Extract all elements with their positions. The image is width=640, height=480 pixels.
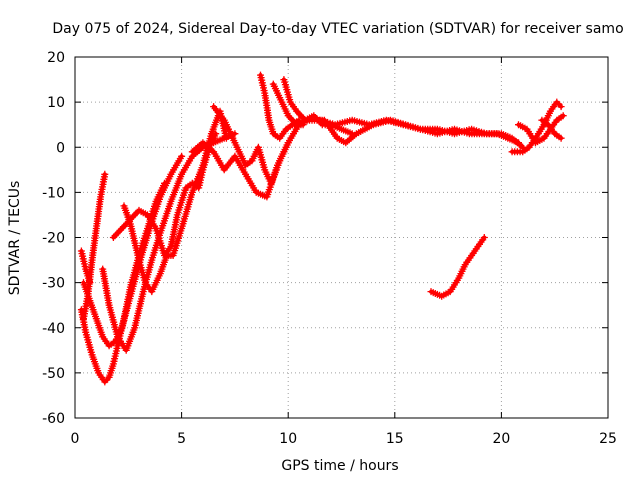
- data-series-arc-7: [109, 130, 220, 259]
- y-tick-label: 10: [47, 95, 65, 111]
- y-tick-label: -40: [42, 321, 65, 337]
- series-markers: [538, 116, 565, 142]
- data-series-arc-3: [80, 170, 109, 323]
- axes: 0 5 10 15 20 25 -60 -50 -40 -30 -20 -10 0 10 20: [42, 50, 617, 447]
- series-markers: [210, 103, 292, 187]
- y-tick-label: -50: [42, 366, 65, 382]
- series-markers: [257, 71, 303, 142]
- data-series-arc-18: [538, 116, 565, 142]
- x-tick-label: 10: [279, 431, 297, 447]
- data-layer: [77, 71, 567, 386]
- data-series-arc-15: [427, 234, 488, 300]
- x-tick-label: 25: [599, 431, 617, 447]
- data-series-arc-9: [210, 103, 292, 187]
- series-markers: [316, 116, 522, 147]
- chart-title: Day 075 of 2024, Sidereal Day-to-day VTE…: [52, 21, 623, 37]
- y-tick-label: -10: [42, 185, 65, 201]
- x-tick-label: 20: [492, 431, 510, 447]
- series-markers: [80, 152, 186, 350]
- series-markers: [77, 247, 94, 287]
- data-series-arc-17: [515, 112, 567, 147]
- data-series-arc-2: [80, 152, 186, 350]
- y-tick-label: 20: [47, 50, 65, 66]
- x-tick-label: 0: [71, 431, 80, 447]
- series-markers: [80, 170, 109, 323]
- series-markers: [99, 130, 239, 354]
- y-tick-label: -20: [42, 231, 65, 247]
- y-tick-label: -30: [42, 276, 65, 292]
- y-axis-label: SDTVAR / TECUs: [7, 181, 23, 296]
- series-markers: [515, 112, 567, 147]
- x-tick-label: 15: [386, 431, 404, 447]
- data-series-arc-4: [77, 247, 94, 287]
- data-series-arc-14: [316, 116, 522, 147]
- x-axis-label: GPS time / hours: [281, 458, 398, 474]
- data-series-arc-10: [257, 71, 303, 142]
- x-tick-label: 5: [177, 431, 186, 447]
- y-tick-label: -60: [42, 411, 65, 427]
- y-tick-label: 0: [56, 140, 65, 156]
- series-markers: [427, 234, 488, 300]
- series-markers: [109, 130, 220, 259]
